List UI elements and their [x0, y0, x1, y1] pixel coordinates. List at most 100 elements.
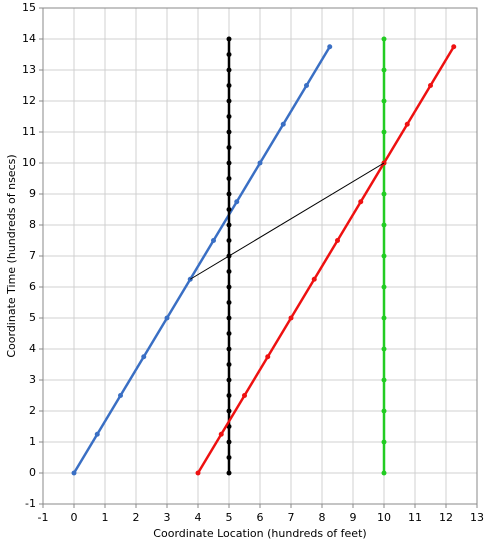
point — [288, 315, 294, 321]
point — [381, 191, 387, 197]
point — [226, 176, 232, 181]
x-tick-label: 12 — [439, 511, 453, 524]
point — [327, 44, 333, 50]
x-axis-title: Coordinate Location (hundreds of feet) — [153, 527, 366, 540]
point — [234, 199, 240, 205]
point — [226, 36, 232, 42]
point — [381, 284, 387, 290]
point — [280, 121, 286, 127]
x-tick-label: 3 — [164, 511, 171, 524]
x-tick-label: 9 — [350, 511, 357, 524]
point — [226, 362, 232, 367]
y-tick-label: -1 — [25, 497, 36, 510]
point — [226, 191, 232, 197]
point — [226, 455, 232, 460]
point — [381, 346, 387, 352]
y-tick-label: 12 — [22, 94, 36, 107]
x-tick-label: 0 — [71, 511, 78, 524]
point — [451, 44, 457, 50]
y-tick-label: 2 — [29, 404, 36, 417]
y-tick-label: 7 — [29, 249, 36, 262]
point — [226, 83, 232, 88]
x-tick-label: 11 — [408, 511, 422, 524]
y-tick-label: 4 — [29, 342, 36, 355]
x-tick-label: 2 — [133, 511, 140, 524]
y-tick-label: 13 — [22, 63, 36, 76]
y-tick-label: 1 — [29, 435, 36, 448]
point — [226, 346, 232, 352]
point — [381, 377, 387, 383]
y-axis-title: Coordinate Time (hundreds of nsecs) — [5, 154, 18, 357]
point — [226, 269, 232, 274]
x-tick-label: -1 — [38, 511, 49, 524]
point — [381, 408, 387, 414]
point — [141, 354, 147, 360]
point — [218, 431, 224, 437]
point — [304, 83, 309, 88]
line — [196, 46, 455, 474]
point — [226, 315, 232, 321]
point — [381, 439, 387, 445]
point — [381, 470, 387, 476]
point — [428, 83, 433, 88]
point — [226, 284, 232, 290]
point — [381, 36, 387, 42]
point — [226, 52, 232, 57]
point — [226, 393, 232, 398]
point — [226, 98, 232, 104]
y-tick-label: 3 — [29, 373, 36, 386]
point — [94, 431, 100, 437]
point — [226, 129, 232, 135]
x-tick-label: 4 — [195, 511, 202, 524]
point — [265, 354, 271, 360]
y-tick-label: 9 — [29, 187, 36, 200]
plot-frame — [42, 7, 478, 505]
point — [226, 470, 232, 476]
y-tick-label: 15 — [22, 1, 36, 14]
point — [226, 377, 232, 383]
x-tick-label: 5 — [226, 511, 233, 524]
point — [226, 439, 232, 445]
point — [195, 470, 201, 476]
point — [226, 160, 232, 166]
y-tick-label: 0 — [29, 466, 36, 479]
line — [189, 162, 385, 280]
y-tick-label: 14 — [22, 32, 36, 45]
point — [226, 408, 232, 414]
point — [226, 222, 232, 228]
point — [226, 331, 232, 336]
point — [381, 98, 387, 104]
line — [72, 46, 331, 474]
point — [381, 222, 387, 228]
point — [71, 470, 77, 476]
x-tick-label: 8 — [319, 511, 326, 524]
point — [381, 253, 387, 259]
point — [358, 199, 364, 205]
point — [226, 114, 232, 119]
y-tick-label: 5 — [29, 311, 36, 324]
x-tick-label: 13 — [470, 511, 484, 524]
point — [118, 393, 123, 398]
point — [311, 276, 317, 282]
point — [381, 67, 387, 73]
y-tick-label: 6 — [29, 280, 36, 293]
point — [164, 315, 170, 321]
point — [226, 67, 232, 73]
point — [381, 129, 387, 135]
point — [226, 207, 232, 212]
x-tick-label: 1 — [102, 511, 109, 524]
point — [381, 315, 387, 321]
point — [335, 238, 340, 243]
point — [226, 145, 232, 150]
x-tick-label: 7 — [288, 511, 295, 524]
point — [257, 160, 263, 166]
y-tick-label: 11 — [22, 125, 36, 138]
x-tick-label: 6 — [257, 511, 264, 524]
y-tick-label: 10 — [22, 156, 36, 169]
x-tick-label: 10 — [377, 511, 391, 524]
point — [404, 121, 410, 127]
y-tick-label: 8 — [29, 218, 36, 231]
point — [226, 238, 232, 243]
point — [242, 393, 247, 398]
